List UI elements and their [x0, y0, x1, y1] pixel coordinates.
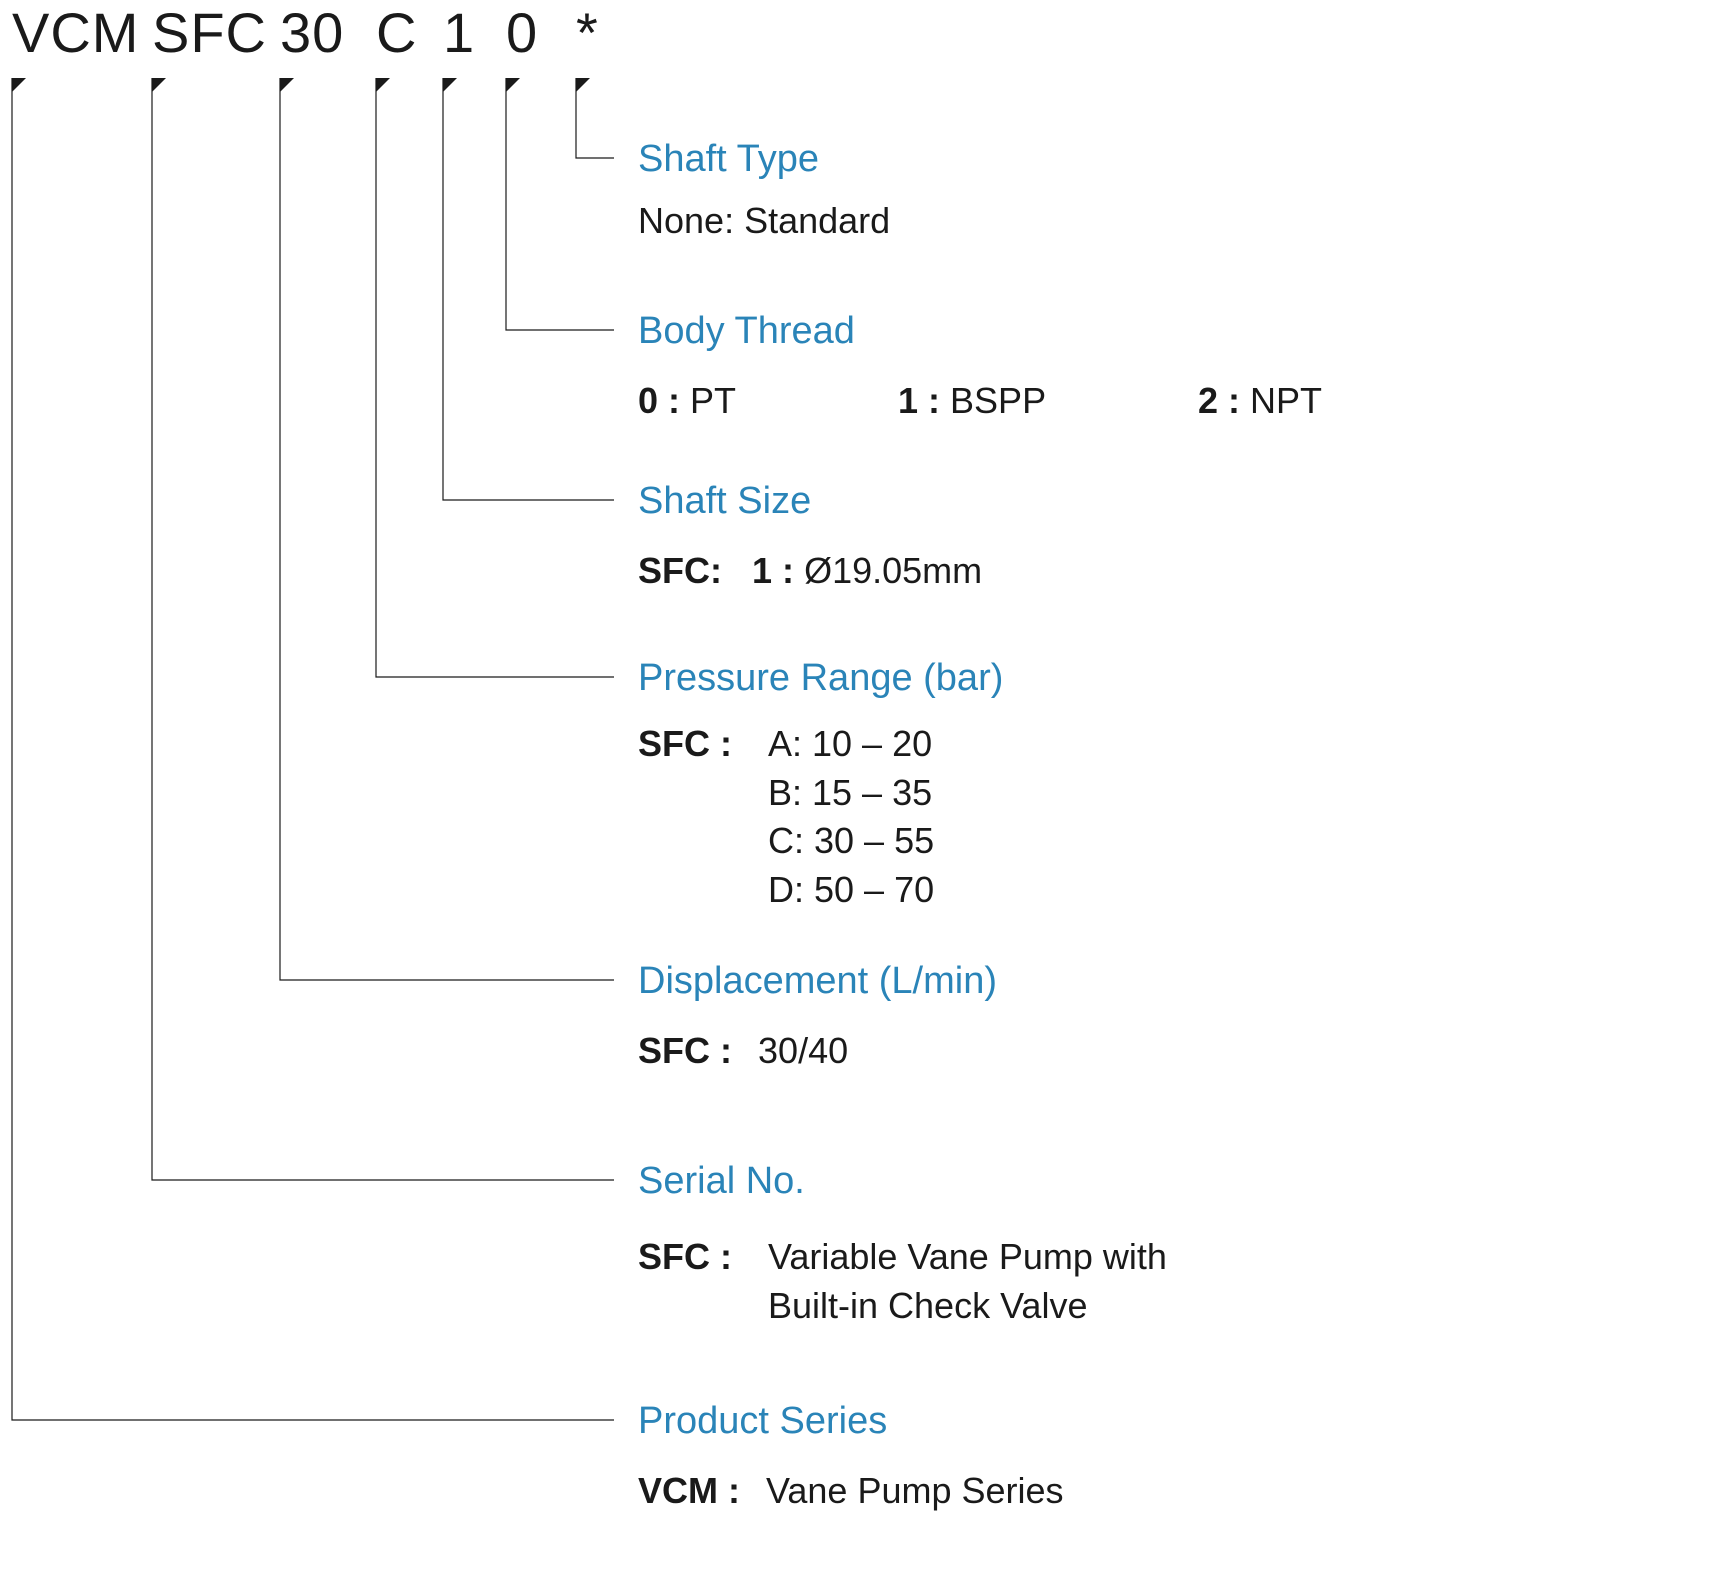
pressure-range-key: SFC : — [638, 720, 768, 914]
desc-displacement: SFC : 30/40 — [638, 1027, 1708, 1076]
serial-no-val2: Built-in Check Valve — [768, 1282, 1167, 1331]
code-seg-star: * — [576, 0, 599, 65]
shaft-size-val-key: 1 : — [752, 550, 794, 591]
desc-shaft-size: SFC: 1 : Ø19.05mm — [638, 547, 1708, 596]
shaft-size-val: Ø19.05mm — [804, 550, 982, 591]
body-thread-opt3-val: NPT — [1250, 380, 1322, 421]
section-shaft-size: Shaft Size SFC: 1 : Ø19.05mm — [638, 480, 1708, 596]
body-thread-opt1-key: 0 : — [638, 380, 680, 421]
desc-body-thread: 0 : PT 1 : BSPP 2 : NPT — [638, 377, 1708, 426]
section-displacement: Displacement (L/min) SFC : 30/40 — [638, 960, 1708, 1076]
section-body-thread: Body Thread 0 : PT 1 : BSPP 2 : NPT — [638, 310, 1708, 426]
body-thread-opt3-key: 2 : — [1198, 380, 1240, 421]
code-seg-vcm: VCM — [12, 0, 139, 65]
heading-shaft-size: Shaft Size — [638, 480, 1708, 523]
code-seg-0: 0 — [506, 0, 538, 65]
heading-product-series: Product Series — [638, 1400, 1708, 1443]
serial-no-val1: Variable Vane Pump with — [768, 1233, 1167, 1282]
shaft-size-key: SFC: — [638, 550, 722, 591]
code-seg-30: 30 — [280, 0, 344, 65]
displacement-key: SFC : — [638, 1030, 732, 1071]
product-series-key: VCM : — [638, 1470, 740, 1511]
heading-pressure-range: Pressure Range (bar) — [638, 657, 1708, 700]
desc-serial-no: SFC : Variable Vane Pump with Built-in C… — [638, 1233, 1708, 1330]
code-seg-c: C — [376, 0, 417, 65]
pressure-range-d: D: 50 – 70 — [768, 866, 934, 915]
displacement-val: 30/40 — [758, 1030, 848, 1071]
desc-shaft-type: None: Standard — [638, 197, 1708, 246]
heading-serial-no: Serial No. — [638, 1160, 1708, 1203]
pressure-range-a: A: 10 – 20 — [768, 720, 934, 769]
heading-shaft-type: Shaft Type — [638, 138, 1708, 181]
heading-body-thread: Body Thread — [638, 310, 1708, 353]
code-seg-sfc: SFC — [152, 0, 267, 65]
body-thread-opt2-val: BSPP — [950, 380, 1046, 421]
section-serial-no: Serial No. SFC : Variable Vane Pump with… — [638, 1160, 1708, 1330]
heading-displacement: Displacement (L/min) — [638, 960, 1708, 1003]
pressure-range-c: C: 30 – 55 — [768, 817, 934, 866]
code-seg-1: 1 — [443, 0, 475, 65]
body-thread-opt2-key: 1 : — [898, 380, 940, 421]
product-series-val: Vane Pump Series — [766, 1470, 1064, 1511]
serial-no-key: SFC : — [638, 1233, 768, 1330]
section-product-series: Product Series VCM : Vane Pump Series — [638, 1400, 1708, 1516]
desc-pressure-range: SFC : A: 10 – 20 B: 15 – 35 C: 30 – 55 D… — [638, 720, 1708, 914]
section-shaft-type: Shaft Type None: Standard — [638, 138, 1708, 246]
section-pressure-range: Pressure Range (bar) SFC : A: 10 – 20 B:… — [638, 657, 1708, 914]
body-thread-opt1-val: PT — [690, 380, 736, 421]
desc-product-series: VCM : Vane Pump Series — [638, 1467, 1708, 1516]
pressure-range-b: B: 15 – 35 — [768, 769, 934, 818]
